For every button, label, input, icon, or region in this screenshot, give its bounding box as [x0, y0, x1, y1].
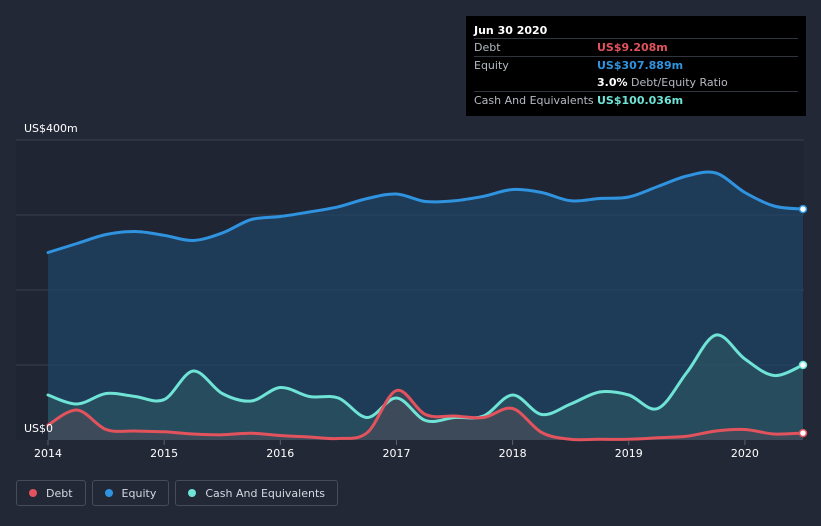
x-tick-label: 2016 [266, 447, 294, 460]
legend-item-debt[interactable]: Debt [16, 480, 86, 506]
tooltip-label: Cash And Equivalents [474, 94, 594, 107]
x-axis: 2014 2015 2016 2017 2018 2019 2020 [34, 440, 759, 460]
x-tick-label: 2020 [731, 447, 759, 460]
tooltip: Jun 30 2020 Debt US$9.208m Equity US$307… [466, 16, 806, 116]
tooltip-label: Equity [474, 59, 509, 72]
legend-dot-icon [188, 489, 197, 497]
debt-line [46, 388, 805, 442]
legend-label: Cash And Equivalents [205, 486, 325, 500]
cash-area [48, 334, 803, 440]
tooltip-row-debt: Debt US$9.208m [474, 38, 798, 56]
y-axis: US$400m US$0 [24, 122, 78, 435]
tooltip-date: Jun 30 2020 [474, 24, 548, 37]
cash-line [46, 333, 805, 424]
tooltip-value: US$9.208m [597, 41, 668, 54]
legend-dot-icon [104, 489, 113, 497]
legend-item-cash[interactable]: Cash And Equivalents [175, 480, 338, 506]
x-tick-label: 2019 [615, 447, 643, 460]
series-lines [46, 170, 805, 442]
x-tick-label: 2014 [34, 447, 62, 460]
x-tick-label: 2017 [382, 447, 410, 460]
tooltip-value: US$307.889m [597, 59, 684, 72]
tooltip-label: Debt [474, 41, 501, 54]
y-tick-label: US$0 [24, 422, 53, 435]
x-tick-label: 2015 [150, 447, 178, 460]
tooltip-value: US$100.036m [597, 94, 684, 107]
legend-label: Debt [46, 486, 73, 500]
legend-dot-icon [29, 489, 37, 497]
debt-endpoint[interactable] [798, 428, 808, 438]
tooltip-ratio-value: 3.0% [597, 76, 628, 89]
legend-item-equity[interactable]: Equity [91, 480, 170, 506]
tooltip-row-ratio: 3.0% Debt/Equity Ratio [474, 74, 798, 91]
y-tick-label: US$400m [24, 122, 78, 135]
tooltip-row-equity: Equity US$307.889m [474, 56, 798, 74]
equity-line [46, 170, 805, 254]
cash-endpoint[interactable] [798, 360, 808, 370]
tooltip-row-cash: Cash And Equivalents US$100.036m [474, 91, 798, 109]
legend: Debt Equity Cash And Equivalents [16, 480, 338, 506]
tooltip-label [474, 74, 597, 91]
x-tick-label: 2018 [499, 447, 527, 460]
series-endpoints [798, 204, 808, 438]
tooltip-ratio-label: Debt/Equity Ratio [631, 76, 728, 89]
legend-label: Equity [121, 486, 157, 500]
equity-area [48, 172, 803, 441]
equity-endpoint[interactable] [798, 204, 808, 214]
